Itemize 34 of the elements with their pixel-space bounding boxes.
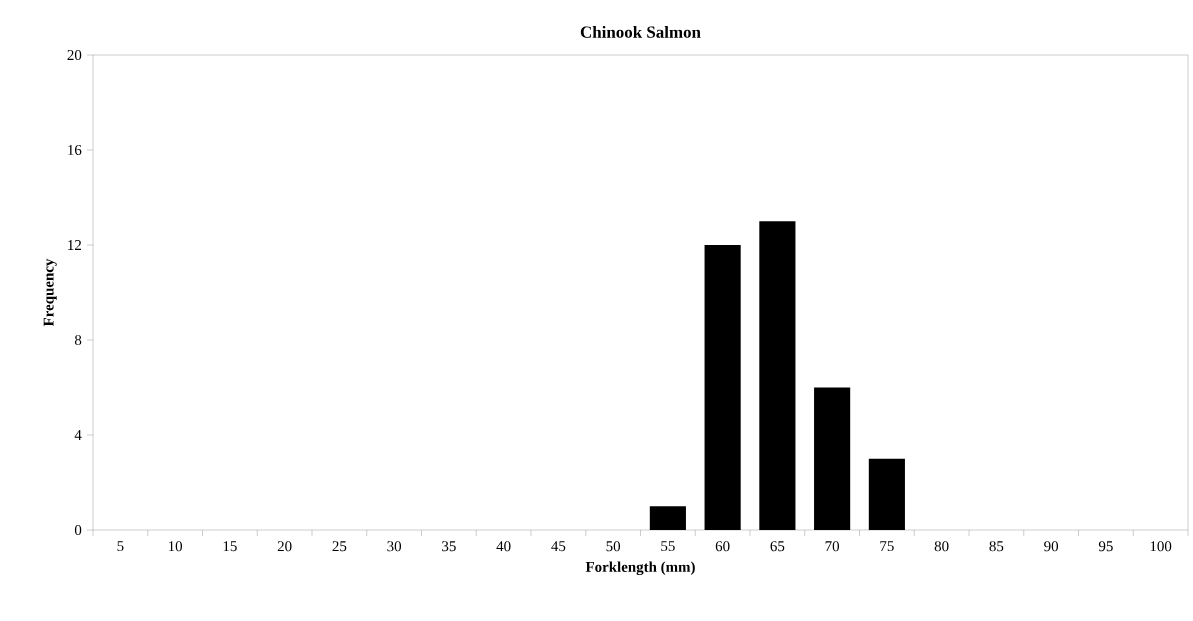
x-tick-label: 30: [387, 541, 402, 552]
x-tick-label: 65: [770, 541, 785, 552]
x-tick-label: 5: [117, 541, 124, 552]
bar: [704, 245, 741, 530]
x-tick-label: 80: [934, 541, 949, 552]
x-tick-label: 55: [661, 541, 675, 552]
x-tick-label: 95: [1098, 541, 1113, 552]
x-tick-label: 75: [880, 541, 894, 552]
x-axis-title: Forklength (mm): [585, 561, 695, 576]
y-tick-label: 8: [74, 334, 82, 346]
x-tick-label: 60: [715, 541, 730, 552]
y-axis-title: Frequency: [43, 258, 57, 327]
x-tick-label: 15: [223, 541, 237, 552]
bar: [649, 506, 686, 530]
x-tick-label: 35: [442, 541, 456, 552]
bar: [814, 387, 851, 530]
x-tick-label: 40: [496, 541, 511, 552]
chart-title: Chinook Salmon: [580, 25, 701, 38]
bar: [868, 458, 905, 530]
x-tick-label: 50: [606, 541, 621, 552]
x-tick-label: 45: [551, 541, 566, 552]
x-tick-label: 10: [168, 541, 183, 552]
x-tick-label: 100: [1150, 541, 1172, 552]
y-tick-label: 16: [68, 144, 82, 156]
y-tick-label: 12: [68, 240, 81, 250]
x-tick-label: 25: [332, 541, 347, 552]
x-tick-label: 70: [825, 541, 840, 552]
y-tick-label: 0: [74, 524, 82, 536]
x-tick-label: 85: [989, 541, 1004, 552]
y-tick-label: 4: [74, 430, 82, 440]
y-tick-label: 20: [67, 49, 82, 61]
x-tick-label: 90: [1044, 541, 1059, 552]
bar: [759, 221, 796, 530]
x-tick-label: 20: [277, 541, 292, 552]
